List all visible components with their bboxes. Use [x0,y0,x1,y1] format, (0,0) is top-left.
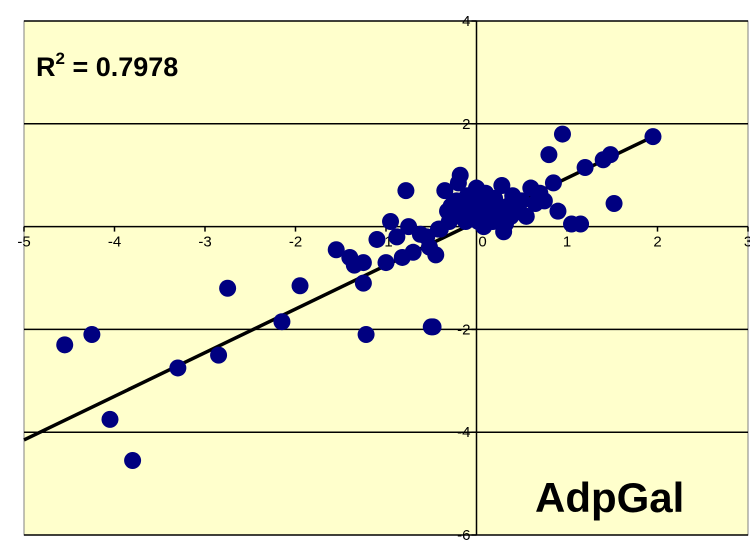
panel-label: AdpGal [535,474,684,521]
x-tick-label: 1 [563,234,571,251]
data-point [169,359,187,377]
data-point [368,230,386,248]
data-point [451,166,469,184]
x-tick-label: 3 [744,234,750,251]
data-point [601,146,619,164]
y-tick-label: -6 [457,527,470,540]
data-point [553,125,571,143]
data-point [357,326,375,344]
y-tick-label: -4 [457,424,470,441]
data-point [436,182,454,200]
data-point [535,192,553,210]
data-point [493,176,511,194]
data-point [388,228,406,246]
gridlines [24,20,748,536]
data-point [219,279,237,297]
x-tick-label: -3 [198,234,211,251]
y-tick-label: -2 [457,321,470,338]
data-point [291,277,309,295]
data-point [544,174,562,192]
y-tick-label: 4 [462,13,470,30]
y-tick-label: 2 [462,116,470,133]
data-point [273,313,291,331]
data-point [644,128,662,146]
data-point [210,346,228,364]
data-point [382,212,400,230]
data-point [572,215,590,233]
data-point [605,194,623,212]
data-point [517,207,535,225]
data-point [427,246,445,264]
x-tick-label: 2 [653,234,661,251]
data-point [424,318,442,336]
plot-area-background [23,20,749,536]
data-point [377,254,395,272]
r-squared-label: R2 = 0.7978 [36,49,178,82]
data-point [486,189,504,207]
data-point [404,243,422,261]
data-point [513,192,531,210]
data-point [354,254,372,272]
data-point [124,451,142,469]
x-tick-label: 0 [478,234,486,251]
data-point [56,336,74,354]
x-tick-label: -2 [289,234,302,251]
data-points [56,125,662,469]
data-point [327,241,345,259]
data-point [549,202,567,220]
x-tick-label: -5 [17,234,30,251]
data-point [83,326,101,344]
data-point [354,274,372,292]
data-point [101,410,119,428]
data-point [397,182,415,200]
x-tick-label: -4 [108,234,121,251]
data-point [576,158,594,176]
data-point [540,146,558,164]
